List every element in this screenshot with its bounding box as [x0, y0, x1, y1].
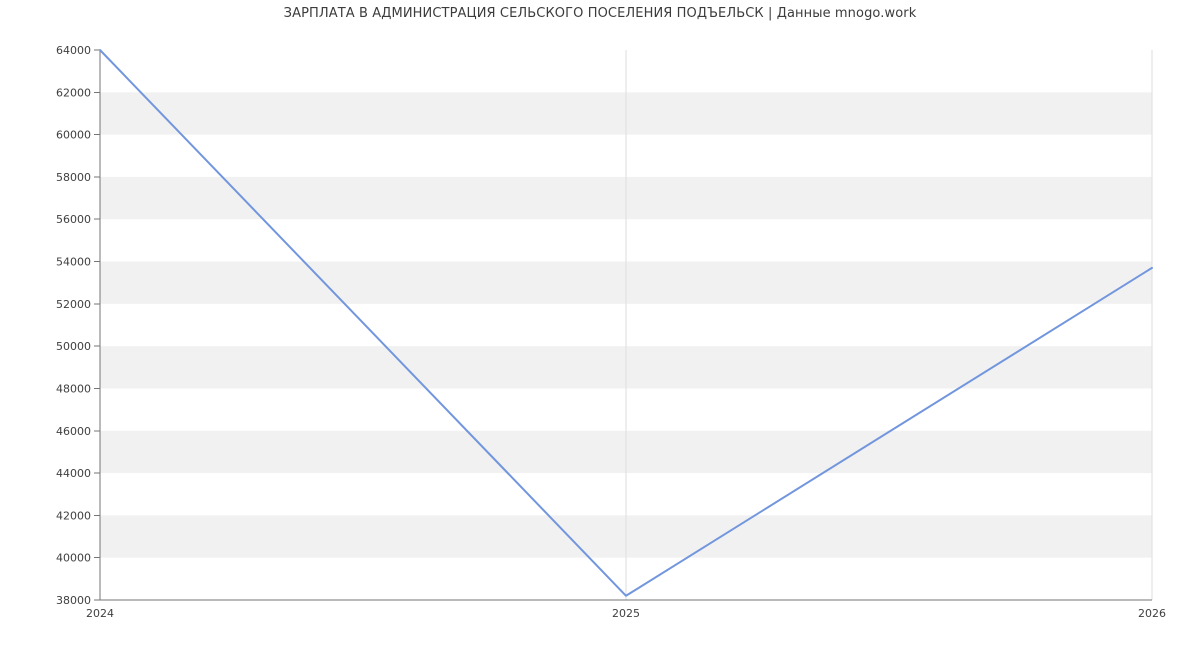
x-tick-label: 2026 — [1138, 607, 1166, 620]
y-tick-label: 50000 — [56, 340, 91, 353]
y-tick-label: 64000 — [56, 44, 91, 57]
y-tick-label: 54000 — [56, 256, 91, 269]
y-tick-label: 48000 — [56, 382, 91, 395]
x-tick-label: 2024 — [86, 607, 114, 620]
y-tick-label: 60000 — [56, 129, 91, 142]
chart-title: ЗАРПЛАТА В АДМИНИСТРАЦИЯ СЕЛЬСКОГО ПОСЕЛ… — [283, 6, 917, 21]
y-tick-label: 46000 — [56, 425, 91, 438]
y-tick-label: 40000 — [56, 552, 91, 565]
y-tick-label: 38000 — [56, 594, 91, 607]
y-tick-label: 62000 — [56, 86, 91, 99]
x-tick-label: 2025 — [612, 607, 640, 620]
y-tick-label: 44000 — [56, 467, 91, 480]
y-tick-label: 52000 — [56, 298, 91, 311]
y-tick-label: 56000 — [56, 213, 91, 226]
salary-series-line — [99, 49, 1153, 597]
y-tick-label: 42000 — [56, 509, 91, 522]
y-tick-label: 58000 — [56, 171, 91, 184]
